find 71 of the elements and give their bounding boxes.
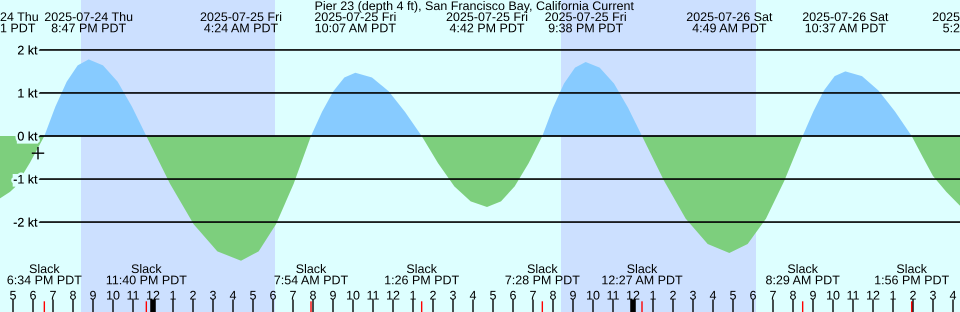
x-tick-label: 1: [170, 290, 176, 300]
x-tick-label: 11: [127, 290, 139, 300]
y-tick-label: 2 kt: [18, 45, 38, 55]
x-tick-label: 11: [847, 290, 859, 300]
x-tick-label: 8: [310, 290, 316, 300]
x-tick-label: 11: [607, 290, 619, 300]
x-tick-label: 4: [230, 290, 236, 300]
x-tick-label: 10: [347, 290, 360, 300]
x-tick-label: 1: [890, 290, 896, 300]
annotation: Slack 8:29 AM PDT: [766, 264, 840, 284]
x-tick-label: 9: [570, 290, 576, 300]
annotation: 2025-07-25 Fri 10:07 AM PDT: [314, 12, 396, 32]
annotation: 2025-07-25 Fri 9:38 PM PDT: [545, 12, 626, 32]
x-tick-label: 7: [770, 290, 776, 300]
x-tick-label: 3: [930, 290, 936, 300]
x-tick-label: 6: [750, 290, 756, 300]
x-tick-label: 4: [950, 290, 956, 300]
x-tick-label: 9: [330, 290, 336, 300]
x-tick-label: 10: [827, 290, 840, 300]
y-tick-label: 1 kt: [18, 88, 38, 98]
x-tick-label: 9: [810, 290, 816, 300]
x-tick-label: 12: [147, 290, 160, 300]
x-tick-label: 12: [387, 290, 400, 300]
x-tick-label: 9: [90, 290, 96, 300]
x-tick-label: 11: [367, 290, 379, 300]
annotation: 2025-07-26 Sat 4:49 AM PDT: [686, 12, 772, 32]
x-tick-label: 10: [107, 290, 120, 300]
annotation: 2025-07-24 Thu 8:47 PM PDT: [44, 12, 132, 32]
annotation: 24 Thu 1 PDT: [0, 12, 38, 32]
annotation: 2025 5:2: [932, 12, 960, 32]
annotation: Slack 7:54 AM PDT: [274, 264, 348, 284]
x-tick-label: 7: [50, 290, 56, 300]
y-tick-label: 0 kt: [18, 131, 38, 141]
x-tick-label: 6: [510, 290, 516, 300]
x-tick-label: 3: [450, 290, 456, 300]
x-tick-label: 5: [250, 290, 256, 300]
annotation: 2025-07-25 Fri 4:24 AM PDT: [200, 12, 282, 32]
x-tick-label: 6: [30, 290, 36, 300]
x-tick-label: 1: [410, 290, 416, 300]
annotation: 2025-07-25 Fri 4:42 PM PDT: [446, 12, 528, 32]
x-tick-label: 5: [10, 290, 16, 300]
annotation: Slack 7:28 PM PDT: [505, 264, 580, 284]
annotation: Slack 1:56 PM PDT: [875, 264, 949, 284]
x-tick-label: 10: [587, 290, 600, 300]
x-tick-label: 2: [670, 290, 676, 300]
x-tick-label: 2: [910, 290, 916, 300]
x-tick-label: 8: [70, 290, 76, 300]
annotation: Slack 12:27 AM PDT: [602, 264, 682, 284]
chart-title: Pier 23 (depth 4 ft), San Francisco Bay, California Current: [316, 1, 634, 13]
x-tick-label: 8: [550, 290, 556, 300]
x-tick-label: 1: [650, 290, 656, 300]
x-tick-label: 8: [790, 290, 796, 300]
x-tick-label: 4: [470, 290, 476, 300]
y-tick-label: -1 kt: [14, 174, 38, 184]
x-tick-label: 4: [710, 290, 716, 300]
annotation: Slack 11:40 PM PDT: [106, 264, 187, 284]
x-tick-label: 5: [730, 290, 736, 300]
x-tick-label: 3: [690, 290, 696, 300]
annotation: 2025-07-26 Sat 10:37 AM PDT: [802, 12, 888, 32]
x-tick-label: 2: [430, 290, 436, 300]
x-tick-label: 2: [190, 290, 196, 300]
x-tick-label: 6: [270, 290, 276, 300]
x-tick-label: 12: [867, 290, 880, 300]
x-tick-label: 5: [490, 290, 496, 300]
y-tick-label: -2 kt: [14, 218, 38, 227]
x-tick-label: 7: [530, 290, 536, 300]
x-tick-label: 12: [627, 290, 640, 300]
annotation: Slack 1:26 PM PDT: [385, 264, 459, 284]
x-tick-label: 7: [290, 290, 296, 300]
x-tick-label: 3: [210, 290, 216, 300]
annotation: Slack 6:34 PM PDT: [7, 264, 82, 284]
